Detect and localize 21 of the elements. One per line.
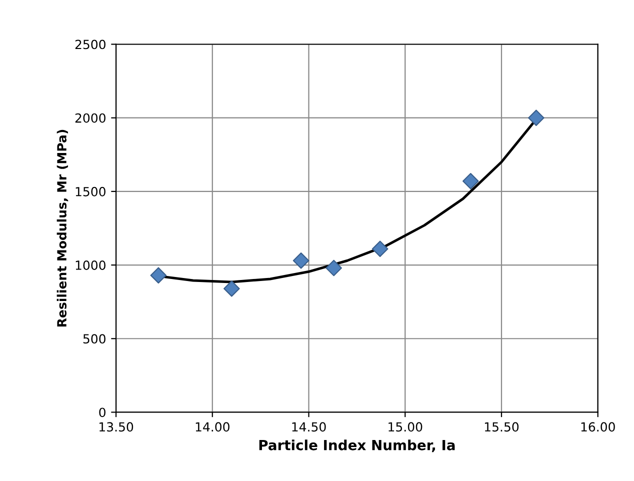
x-axis-title: Particle Index Number, Ia — [259, 440, 455, 452]
y-tick-label: 1500 — [76, 186, 106, 196]
x-tick-label: 15.50 — [484, 422, 519, 432]
y-tick-label: 500 — [83, 334, 106, 344]
y-axis-title: Resilient Modulus, Mr (MPa) — [56, 130, 68, 326]
point — [326, 260, 342, 276]
point — [462, 172, 479, 190]
y-tick-label: 1000 — [76, 260, 106, 270]
x-tick-label: 14.00 — [196, 422, 230, 432]
point — [150, 267, 167, 284]
point — [224, 280, 240, 297]
point — [372, 240, 388, 258]
y-tick-label: 2000 — [75, 113, 106, 123]
y-tick-label: 2500 — [75, 40, 106, 50]
y-tick-label: 0 — [99, 408, 106, 418]
x-tick-label: 16.00 — [581, 422, 615, 432]
point — [528, 110, 544, 126]
point — [292, 252, 310, 269]
x-tick-label: 13.50 — [100, 422, 134, 432]
x-tick-label: 15.00 — [388, 422, 422, 432]
x-tick-label: 14.50 — [292, 422, 326, 432]
